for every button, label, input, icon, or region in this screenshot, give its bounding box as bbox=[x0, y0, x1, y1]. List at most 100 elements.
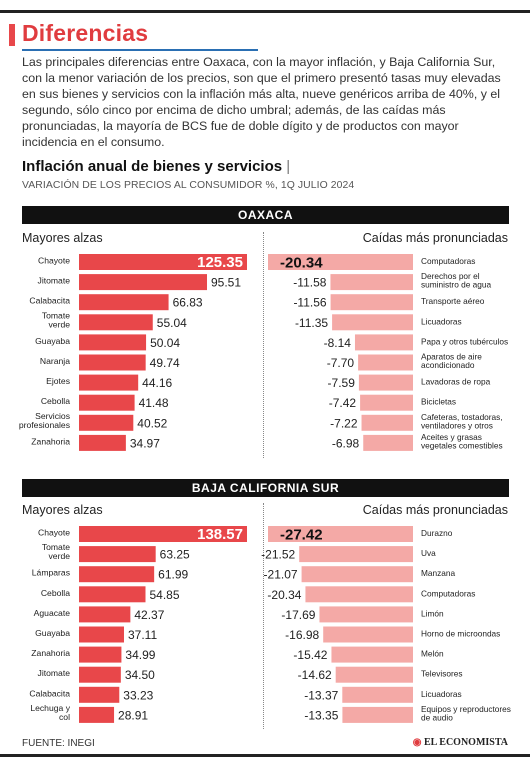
oaxaca-rises-value-guayaba: 50.04 bbox=[150, 336, 180, 350]
bcs-rises-label-chayote: Chayote bbox=[38, 528, 70, 538]
bottom-rule bbox=[0, 754, 530, 757]
bcs-rises-value-guayaba: 37.11 bbox=[128, 628, 157, 642]
oaxaca-rises-bar-cebolla bbox=[79, 394, 135, 411]
oaxaca-falls-value-computadoras: -20.34 bbox=[280, 255, 323, 272]
oaxaca-rises-label-cebolla: Cebolla bbox=[41, 396, 70, 406]
oaxaca-rises-bar-servicios-profesionales bbox=[79, 414, 134, 431]
bcs-falls-value-manzana: -21.07 bbox=[264, 568, 298, 582]
chart-title-text: Inflación anual de bienes y servicios bbox=[22, 158, 283, 175]
oaxaca-rises-value-zanahoria: 34.97 bbox=[130, 436, 160, 450]
bcs-falls-bar-equipos-y-reproductores-de-audio bbox=[342, 706, 413, 723]
bcs-falls-bar-melon bbox=[331, 646, 413, 663]
bcs-falls-label-licuadoras: Licuadoras bbox=[421, 689, 462, 699]
bcs-falls-value-durazno: -27.42 bbox=[280, 527, 323, 544]
oaxaca-rises-label-zanahoria: Zanahoria bbox=[31, 436, 70, 446]
oaxaca-rises-bar-chayote bbox=[79, 254, 247, 270]
bcs-falls-value-televisores: -14.62 bbox=[298, 668, 332, 682]
oaxaca-falls-label-cafeteras-tostadoras-ventiladores-y-otros: Cafeteras, tostadoras, ventiladores y otr… bbox=[421, 412, 503, 431]
bcs-falls-bar-horno-de-microondas bbox=[323, 626, 413, 643]
oaxaca-rises-label-chayote: Chayote bbox=[38, 256, 70, 266]
oaxaca-falls-bar-transporte-aereo bbox=[330, 294, 413, 311]
chart-title-separator: | bbox=[286, 158, 291, 175]
bcs-rises-bar-zanahoria bbox=[79, 646, 122, 663]
oaxaca-falls-value-bicicletas: -7.42 bbox=[329, 396, 357, 410]
bcs-rises-label-tomate-verde: Tomate verde bbox=[42, 542, 70, 561]
oaxaca-rises-value-chayote: 125.35 bbox=[197, 254, 243, 271]
oaxaca-rises-bar-jitomate bbox=[79, 274, 208, 291]
bcs-rises-bar-chayote bbox=[79, 526, 247, 542]
oaxaca-falls-value-aparatos-de-aire-acondicionado: -7.70 bbox=[327, 356, 355, 370]
bcs-falls-label-limon: Limón bbox=[421, 608, 444, 618]
title-underline bbox=[22, 49, 258, 51]
oaxaca-rises-bar-naranja bbox=[79, 354, 146, 371]
region-band-bcs: BAJA CALIFORNIA SUR bbox=[22, 479, 509, 497]
bcs-rises-label-lamparas: Lámparas bbox=[32, 568, 70, 578]
bcs-falls-bar-licuadoras bbox=[342, 686, 413, 703]
bcs-rises-label-zanahoria: Zanahoria bbox=[31, 648, 70, 658]
bcs-falls-value-equipos-y-reproductores-de-audio: -13.35 bbox=[304, 708, 338, 722]
bcs-rises-label-lechuga-y-col: Lechuga y col bbox=[30, 703, 70, 722]
bcs-rises-label-cebolla: Cebolla bbox=[41, 588, 70, 598]
oaxaca-rises-label-calabacita: Calabacita bbox=[29, 296, 70, 306]
bcs-rises-value-aguacate: 42.37 bbox=[134, 608, 164, 622]
oaxaca-falls-label-papa-y-otros-tuberculos: Papa y otros tubérculos bbox=[421, 336, 508, 346]
bcs-falls-label-uva: Uva bbox=[421, 548, 436, 558]
bcs-rises-bar-tomate-verde bbox=[79, 546, 156, 563]
oaxaca-falls-value-lavadoras-de-ropa: -7.59 bbox=[328, 376, 356, 390]
oaxaca-falls-bar-aceites-y-grasas-vegetales-comestibles bbox=[363, 434, 413, 451]
bcs-rises-bar-calabacita bbox=[79, 686, 120, 703]
oaxaca-falls-label-derechos-por-el-suministro-de-agua: Derechos por el suministro de agua bbox=[421, 271, 491, 290]
oaxaca-falls-label-licuadoras: Licuadoras bbox=[421, 316, 462, 326]
oaxaca-rises-label-servicios-profesionales: Servicios profesionales bbox=[19, 411, 70, 430]
intro-paragraph: Las principales diferencias entre Oaxaca… bbox=[22, 55, 501, 149]
bcs-falls-value-melon: -15.42 bbox=[293, 648, 327, 662]
oaxaca-rises-bar-guayaba bbox=[79, 334, 147, 351]
bcs-rises-bar-cebolla bbox=[79, 586, 146, 603]
bcs-rises-bar-guayaba bbox=[79, 626, 124, 643]
bcs-falls-bar-manzana bbox=[301, 566, 413, 583]
page-title: Diferencias bbox=[22, 20, 149, 46]
oaxaca-falls-label-aceites-y-grasas-vegetales-comestibles: Aceites y grasas vegetales comestibles bbox=[421, 432, 503, 451]
bcs-rises-label-guayaba: Guayaba bbox=[35, 628, 70, 638]
bcs-rises-value-cebolla: 54.85 bbox=[149, 588, 179, 602]
bcs-rises-label-calabacita: Calabacita bbox=[29, 688, 70, 698]
bcs-falls-value-computadoras: -20.34 bbox=[267, 588, 301, 602]
source-note: FUENTE: INEGI bbox=[22, 738, 95, 749]
oaxaca-falls-value-papa-y-otros-tuberculos: -8.14 bbox=[324, 336, 352, 350]
oaxaca-rises-value-jitomate: 95.51 bbox=[211, 276, 241, 290]
oaxaca-falls-bar-papa-y-otros-tuberculos bbox=[354, 334, 413, 351]
bcs-falls-bar-uva bbox=[299, 546, 413, 563]
bcs-rises-value-lechuga-y-col: 28.91 bbox=[118, 708, 148, 722]
bcs-rises-bar-jitomate bbox=[79, 666, 121, 683]
bcs-rises-value-tomate-verde: 63.25 bbox=[160, 548, 190, 562]
bcs-falls-label-manzana: Manzana bbox=[421, 568, 456, 578]
oaxaca-rises-bar-ejotes bbox=[79, 374, 139, 391]
oaxaca-falls-bar-lavadoras-de-ropa bbox=[358, 374, 413, 391]
bcs-rises-value-zanahoria: 34.99 bbox=[125, 648, 155, 662]
region-band-oaxaca: OAXACA bbox=[22, 206, 509, 224]
oaxaca-falls-label-transporte-aereo: Transporte aéreo bbox=[421, 296, 485, 306]
bcs-rises-value-calabacita: 33.23 bbox=[123, 688, 153, 702]
oaxaca-falls-bar-aparatos-de-aire-acondicionado bbox=[358, 354, 413, 371]
oaxaca-falls-bar-computadoras bbox=[268, 254, 413, 270]
oaxaca-rises-value-servicios-profesionales: 40.52 bbox=[137, 416, 167, 430]
oaxaca-rises-value-cebolla: 41.48 bbox=[139, 396, 169, 410]
oaxaca-rises-bar-calabacita bbox=[79, 294, 169, 311]
bcs-rises-bar-lechuga-y-col bbox=[79, 706, 115, 723]
oaxaca-falls-label-computadoras: Computadoras bbox=[421, 256, 475, 266]
oaxaca-rises-label-naranja: Naranja bbox=[40, 356, 70, 366]
chart-title: Inflación anual de bienes y servicios | bbox=[22, 158, 290, 175]
bcs-rises-value-jitomate: 34.50 bbox=[125, 668, 155, 682]
bcs-falls-bar-durazno bbox=[268, 526, 413, 542]
oaxaca-falls-label-aparatos-de-aire-acondicionado: Aparatos de aire acondicionado bbox=[421, 352, 482, 371]
bcs-divider bbox=[263, 503, 264, 729]
bcs-falls-value-limon: -17.69 bbox=[281, 608, 315, 622]
top-rule bbox=[0, 10, 530, 13]
oaxaca-rises-value-tomate-verde: 55.04 bbox=[157, 316, 187, 330]
bcs-falls-label-computadoras: Computadoras bbox=[421, 588, 475, 598]
oaxaca-falls-bar-bicicletas bbox=[360, 394, 413, 411]
